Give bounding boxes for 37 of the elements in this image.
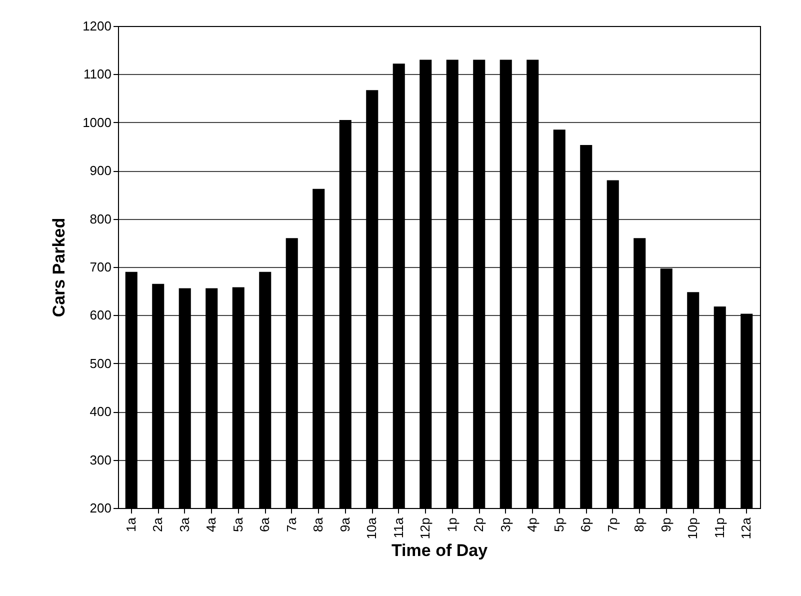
x-axis-title: Time of Day <box>391 541 488 560</box>
x-tick-label: 5a <box>230 516 246 532</box>
x-tick-label: 12a <box>738 516 754 540</box>
x-tick-label: 11a <box>390 516 406 538</box>
x-tick-label: 4a <box>204 516 219 532</box>
x-tick-label: 4p <box>524 518 540 532</box>
x-tick-label: 1p <box>444 518 460 532</box>
x-tick-label: 7a <box>284 516 299 532</box>
x-tick-label: 8p <box>632 518 647 532</box>
x-tick-label: 6p <box>578 518 594 532</box>
x-tick-label: 10p <box>685 518 700 540</box>
x-tick-label: 10a <box>364 516 380 540</box>
y-tick-label: 800 <box>90 211 112 226</box>
x-tick-label: 2a <box>150 516 166 532</box>
y-tick-label: 400 <box>90 404 112 420</box>
x-tick-label: 8a <box>310 516 326 532</box>
x-tick-label: 9p <box>658 518 674 532</box>
y-tick-label: 300 <box>90 452 112 468</box>
x-tick-label: 7p <box>604 518 620 532</box>
y-tick-label: 1200 <box>82 18 112 34</box>
x-tick-label: 9a <box>337 516 352 532</box>
x-tick-label: 5p <box>551 518 566 532</box>
y-tick-label: 500 <box>90 356 112 371</box>
y-tick-label: 700 <box>90 260 112 274</box>
x-tick-label: 1a <box>123 516 138 532</box>
x-tick-label: 11p <box>712 518 727 538</box>
y-tick-label: 600 <box>90 308 112 323</box>
x-tick-label: 2p <box>471 518 486 532</box>
y-tick-label: 1100 <box>84 66 112 82</box>
x-tick-label: 12p <box>418 518 433 540</box>
y-tick-label: 1000 <box>82 114 112 130</box>
y-tick-label: 200 <box>90 500 112 516</box>
y-axis-title: Cars Parked <box>50 218 69 318</box>
x-tick-label: 3p <box>498 518 513 532</box>
x-tick-label: 3a <box>176 516 192 532</box>
y-tick-label: 900 <box>90 163 112 178</box>
x-tick-label: 6a <box>257 516 272 532</box>
